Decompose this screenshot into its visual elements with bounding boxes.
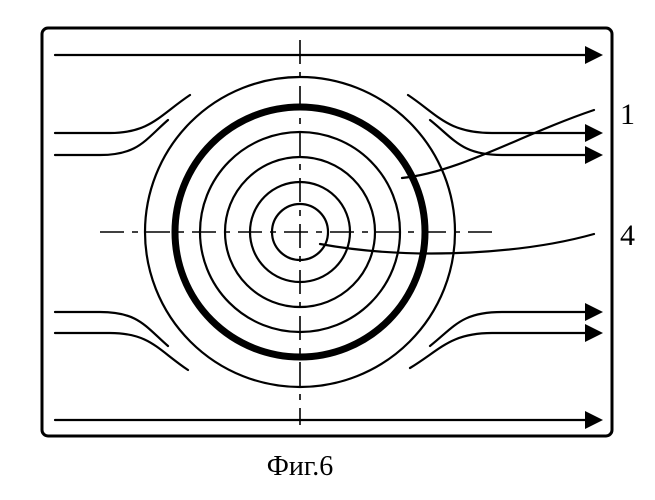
flowline-upper_out bbox=[55, 95, 190, 133]
flowline-upper_in bbox=[55, 120, 168, 155]
flowline-lower_in bbox=[55, 312, 168, 346]
callout-label-4: 4 bbox=[620, 219, 635, 252]
flowline-right_upper_out bbox=[408, 95, 600, 133]
flow-diagram: 1 4 Фиг.6 bbox=[0, 0, 655, 500]
callout-label-1: 1 bbox=[620, 98, 635, 131]
flowline-right_lower_in bbox=[430, 312, 600, 346]
flowline-lower_out bbox=[55, 333, 188, 370]
figure-caption: Фиг.6 bbox=[267, 451, 333, 482]
flowline-right_upper_in bbox=[430, 120, 600, 155]
callout-leader-4 bbox=[320, 234, 594, 253]
